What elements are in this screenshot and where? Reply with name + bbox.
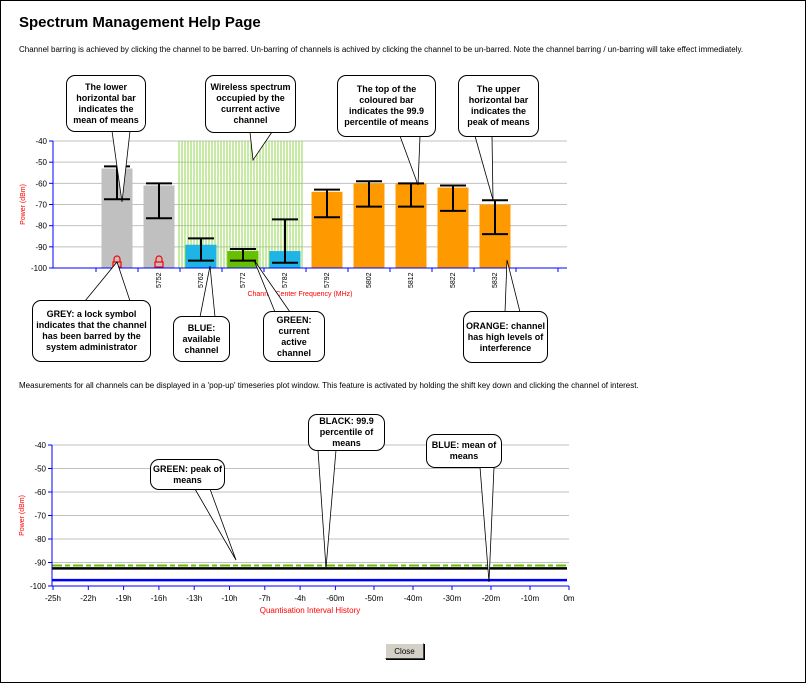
callout-grey: GREY: a lock symbol indicates that the c… (32, 300, 151, 362)
callout-wireless: Wireless spectrum occupied by the curren… (205, 75, 296, 133)
line-chart-xtick-label: -30m (443, 594, 462, 603)
callout-tail (111, 130, 131, 203)
callout-green-peak: GREEN: peak of means (150, 459, 225, 490)
callout-tail (479, 466, 495, 583)
callout-black-percentile: BLACK: 99.9 percentile of means (308, 414, 385, 451)
callout-blue: BLUE: available channel (173, 316, 230, 362)
callout-green: GREEN: current active channel (263, 311, 325, 362)
line-chart-ytick-label: -100 (30, 582, 47, 591)
page-title: Spectrum Management Help Page (19, 14, 261, 31)
close-button[interactable]: Close (385, 643, 424, 659)
line-chart-ytick-label: -40 (34, 441, 46, 450)
callout-tail (317, 449, 337, 569)
callout-tail (249, 131, 273, 162)
callout-tail (194, 488, 237, 561)
lock-shackle (113, 255, 121, 262)
active-spectrum-hatch (178, 141, 303, 268)
line-chart-xtick-label: -19h (116, 594, 132, 603)
bar-chart-ytick-label: -40 (35, 137, 47, 146)
line-chart-ytick-label: -90 (34, 559, 46, 568)
line-chart-xlabel: Quantisation Interval History (260, 606, 361, 615)
callout-tail (84, 261, 131, 302)
lock-shackle (155, 255, 163, 262)
line-chart-xtick-label: -10m (521, 594, 540, 603)
lock-icon (154, 255, 164, 268)
channel-label: 5822 (450, 272, 457, 288)
line-chart-ytick-label: -50 (34, 465, 46, 474)
channel-label: 5832 (492, 272, 499, 288)
bar-chart-ytick-label: -60 (35, 179, 47, 188)
line-chart-xtick-label: -20m (482, 594, 501, 603)
bar-chart-ytick-label: -80 (35, 222, 47, 231)
bar-chart-ytick-label: -100 (31, 264, 48, 273)
line-chart-ytick-label: -70 (34, 512, 46, 521)
line-chart-xtick-label: -22h (80, 594, 96, 603)
line-chart-xtick-label: -13h (186, 594, 202, 603)
lock-body (154, 261, 164, 268)
bar-chart-ytick-label: -70 (35, 201, 47, 210)
line-chart-xtick-label: -4h (294, 594, 306, 603)
line-chart-xtick-label: -7h (259, 594, 271, 603)
callout-tail (253, 259, 291, 313)
bar-chart-ytick-label: -50 (35, 158, 47, 167)
line-chart-xtick-label: 0m (563, 594, 574, 603)
callout-orange: ORANGE: channel has high levels of inter… (463, 311, 548, 363)
line-chart-xtick-label: -50m (365, 594, 384, 603)
channel-label: 5802 (366, 272, 373, 288)
channel-label: 5772 (240, 272, 247, 288)
callout-top-bar: The top of the coloured bar indicates th… (337, 75, 436, 137)
callout-upper-bar: The upper horizontal bar indicates the p… (458, 75, 539, 137)
channel-label: 5792 (324, 272, 331, 288)
line-chart-xtick-label: -10h (221, 594, 237, 603)
callout-tail (474, 135, 494, 201)
line-chart-ytick-label: -60 (34, 488, 46, 497)
line-chart-xtick-label: -16h (151, 594, 167, 603)
channel-label: 5762 (198, 272, 205, 288)
popup-text: Measurements for all channels can be dis… (19, 381, 639, 390)
line-chart-xtick-label: -40m (404, 594, 423, 603)
callout-tail (199, 265, 216, 318)
line-chart-xtick-label: -25h (45, 594, 61, 603)
channel-label: 5812 (408, 272, 415, 288)
callout-tail (504, 259, 521, 313)
bar-chart-ytick-label: -90 (35, 243, 47, 252)
bar-chart-xlabel: Channel Center Frequency (MHz) (247, 291, 352, 298)
callout-blue-mean: BLUE: mean of means (426, 434, 502, 468)
line-chart-xtick-label: -60m (326, 594, 345, 603)
line-chart-ylabel: Power (dBm) (19, 495, 26, 536)
line-chart-ytick-label: -80 (34, 535, 46, 544)
intro-text: Channel barring is achieved by clicking … (19, 45, 744, 54)
channel-label: 5752 (156, 272, 163, 288)
callout-lower-bar: The lower horizontal bar indicates the m… (66, 75, 146, 132)
callout-tail (399, 135, 421, 186)
channel-label: 5782 (282, 272, 289, 288)
bar-chart-ylabel: Power (dBm) (20, 184, 27, 225)
